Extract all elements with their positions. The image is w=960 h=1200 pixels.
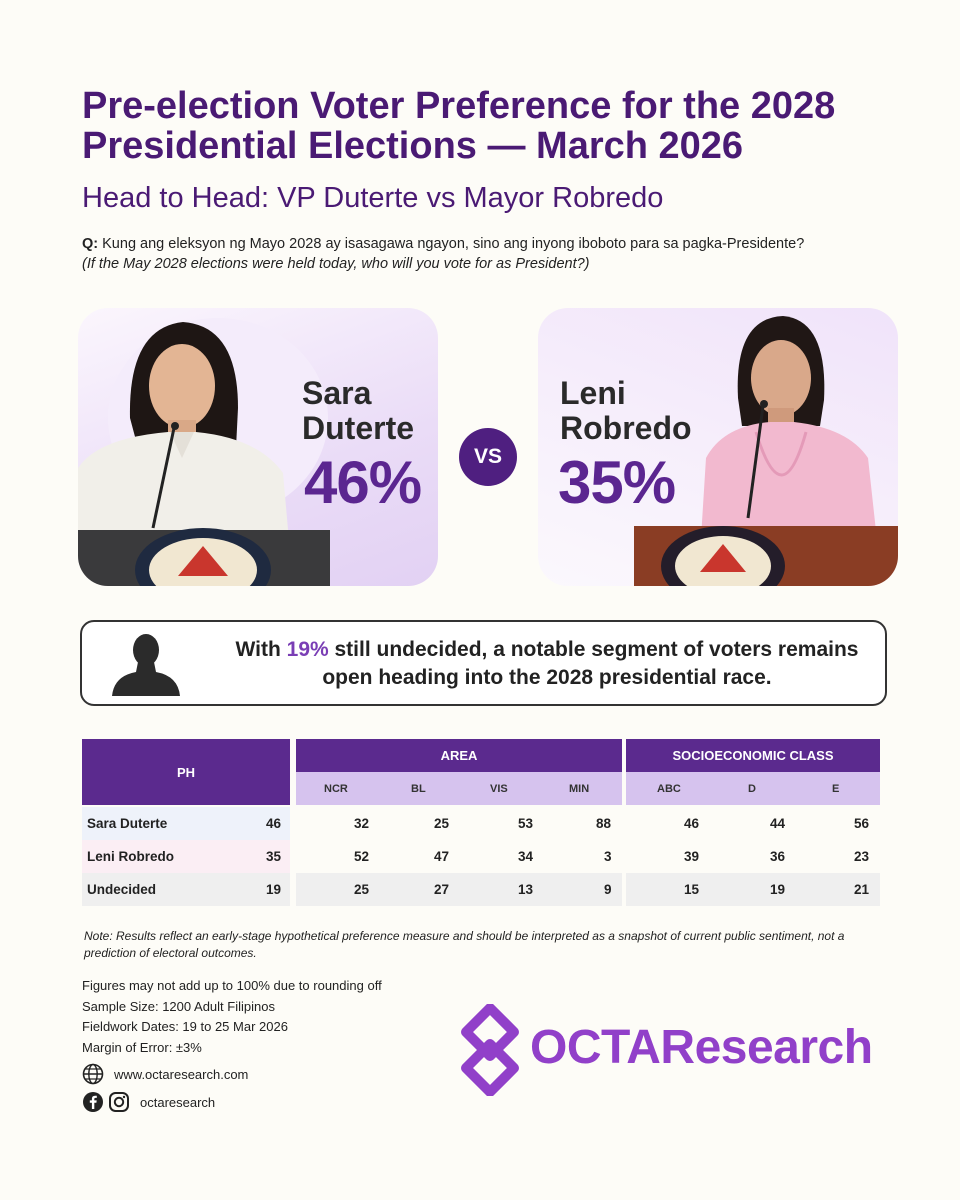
col-bl: BL bbox=[411, 783, 426, 795]
cell-abc: 15 bbox=[684, 882, 700, 897]
candidate-panel-duterte: Sara Duterte 46% bbox=[78, 308, 438, 586]
candidate-pct-right: 35% bbox=[558, 449, 676, 516]
website-link[interactable]: www.octaresearch.com bbox=[82, 1063, 248, 1085]
col-min: MIN bbox=[569, 783, 590, 795]
cell-bl: 27 bbox=[434, 882, 450, 897]
col-e: E bbox=[832, 783, 840, 795]
col-vis: VIS bbox=[490, 783, 508, 795]
table-row: Undecided 19 25 27 13 9 15 19 21 bbox=[82, 873, 880, 906]
duterte-photo bbox=[78, 318, 330, 586]
robredo-photo bbox=[634, 316, 898, 586]
octa-logo-icon bbox=[461, 1004, 519, 1096]
row-label: Undecided bbox=[87, 882, 157, 897]
candidate-name-right: Leni Robredo bbox=[560, 376, 692, 446]
question-label: Q: bbox=[82, 236, 99, 252]
candidate-last-name-left: Duterte bbox=[302, 410, 415, 446]
cell-e: 21 bbox=[854, 882, 870, 897]
cell-ph: 35 bbox=[266, 849, 282, 864]
row-label: Leni Robredo bbox=[87, 849, 174, 864]
candidate-name-left: Sara Duterte bbox=[302, 376, 414, 446]
cell-ncr: 25 bbox=[354, 882, 370, 897]
margin-of-error: Margin of Error: ±3% bbox=[82, 1039, 202, 1055]
cell-min: 88 bbox=[596, 816, 612, 831]
candidate-first-name-left: Sara bbox=[302, 375, 372, 411]
person-silhouette-icon bbox=[112, 634, 180, 696]
instagram-icon bbox=[109, 1092, 129, 1112]
candidate-panel-robredo: Leni Robredo 35% bbox=[538, 308, 898, 586]
col-d: D bbox=[748, 783, 756, 795]
social-handle: octaresearch bbox=[140, 1094, 216, 1110]
cell-vis: 13 bbox=[518, 882, 534, 897]
globe-icon bbox=[82, 1063, 104, 1085]
page-title: Pre-election Voter Preference for the 20… bbox=[82, 85, 836, 167]
cell-d: 44 bbox=[770, 816, 786, 831]
cell-d: 36 bbox=[770, 849, 786, 864]
table-row: Leni Robredo 35 52 47 34 3 39 36 23 bbox=[82, 840, 880, 873]
cell-d: 19 bbox=[770, 882, 786, 897]
cell-ncr: 52 bbox=[354, 849, 370, 864]
area-subheader: NCR BL VIS MIN bbox=[296, 772, 622, 805]
octa-logo-text: OCTAResearch bbox=[530, 1021, 873, 1074]
cell-ncr: 32 bbox=[354, 816, 370, 831]
question-tagalog: Kung ang eleksyon ng Mayo 2028 ay isasag… bbox=[102, 236, 805, 252]
candidate-pct-left: 46% bbox=[304, 449, 422, 516]
sample-size: Sample Size: 1200 Adult Filipinos bbox=[82, 998, 275, 1014]
candidate-first-name-right: Leni bbox=[560, 375, 626, 411]
table-header-area: AREA bbox=[296, 739, 622, 772]
cell-vis: 34 bbox=[518, 849, 534, 864]
cell-bl: 25 bbox=[434, 816, 450, 831]
cell-ph: 19 bbox=[266, 882, 282, 897]
vs-badge: VS bbox=[459, 428, 517, 486]
callout-text-post: still undecided, a notable segment of vo… bbox=[322, 638, 859, 689]
rounding-note: Figures may not add up to 100% due to ro… bbox=[82, 978, 382, 993]
survey-question: Q: Kung ang eleksyon ng Mayo 2028 ay isa… bbox=[82, 234, 902, 274]
cell-e: 56 bbox=[854, 816, 870, 831]
col-abc: ABC bbox=[657, 783, 681, 795]
cell-min: 3 bbox=[604, 849, 612, 864]
results-note: Note: Results reflect an early-stage hyp… bbox=[84, 929, 845, 960]
cell-e: 23 bbox=[854, 849, 870, 864]
page-subtitle: Head to Head: VP Duterte vs Mayor Robred… bbox=[82, 182, 664, 214]
methodology-info: Figures may not add up to 100% due to ro… bbox=[82, 976, 382, 1058]
callout-text: With 19% still undecided, a notable segm… bbox=[222, 636, 872, 692]
callout-highlight: 19% bbox=[286, 638, 329, 661]
fieldwork-dates: Fieldwork Dates: 19 to 25 Mar 2026 bbox=[82, 1019, 288, 1034]
cell-abc: 46 bbox=[684, 816, 700, 831]
question-english: (If the May 2028 elections were held tod… bbox=[82, 256, 590, 272]
table-row: Sara Duterte 46 32 25 53 88 46 44 56 bbox=[82, 807, 880, 840]
facebook-icon bbox=[83, 1092, 103, 1112]
undecided-callout: With 19% still undecided, a notable segm… bbox=[80, 620, 887, 706]
cell-bl: 47 bbox=[434, 849, 450, 864]
cell-ph: 46 bbox=[266, 816, 282, 831]
table-header-ph: PH bbox=[82, 739, 290, 805]
website-url: www.octaresearch.com bbox=[114, 1066, 249, 1082]
social-link[interactable]: octaresearch bbox=[82, 1091, 215, 1113]
candidate-last-name-right: Robredo bbox=[560, 410, 692, 446]
cell-vis: 53 bbox=[518, 816, 534, 831]
table-header-ses: SOCIOECONOMIC CLASS bbox=[626, 739, 880, 772]
cell-min: 9 bbox=[604, 882, 612, 897]
cell-abc: 39 bbox=[684, 849, 700, 864]
row-label: Sara Duterte bbox=[87, 816, 168, 831]
col-ncr: NCR bbox=[324, 783, 348, 795]
ses-subheader: ABC D E bbox=[626, 772, 880, 805]
callout-text-pre: With bbox=[235, 638, 287, 661]
